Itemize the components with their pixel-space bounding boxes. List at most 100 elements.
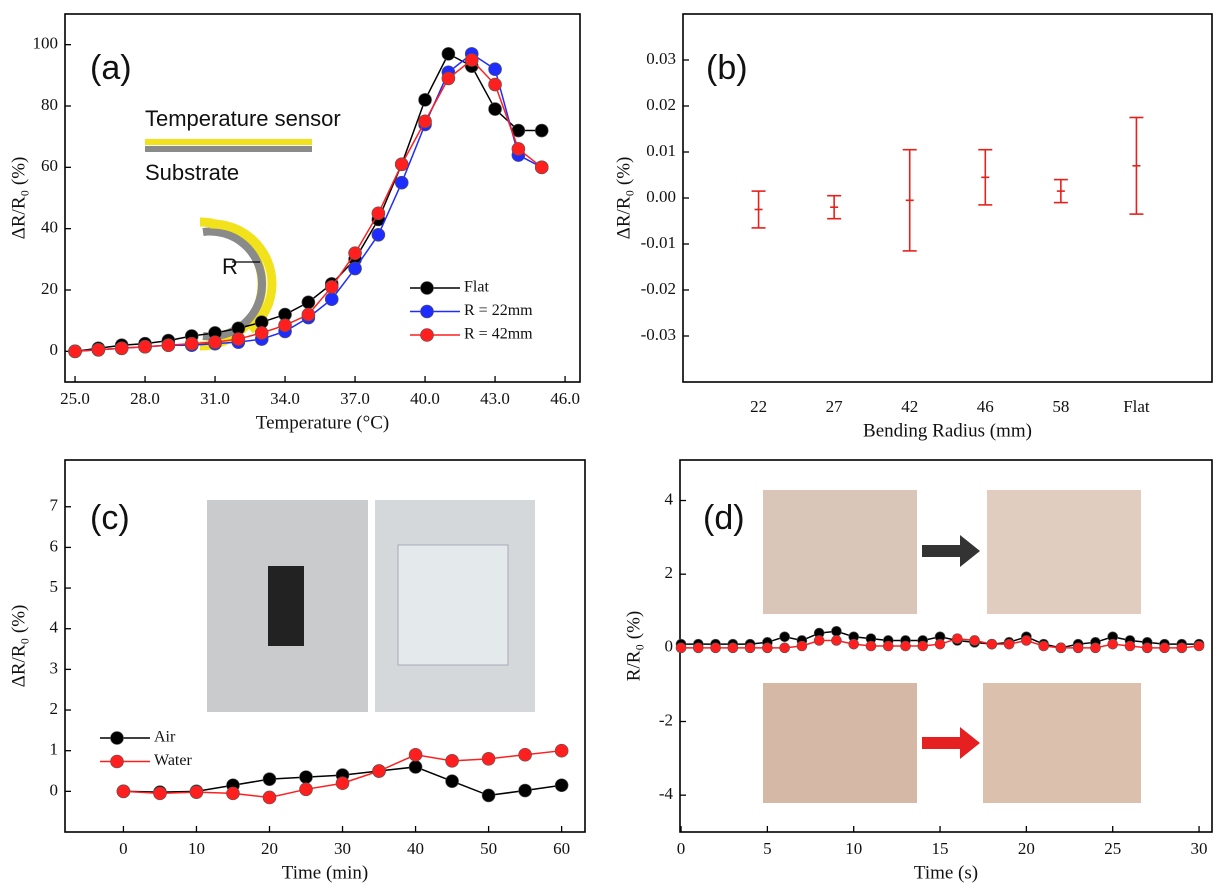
legend-marker: [421, 282, 434, 295]
marker: [117, 785, 130, 798]
marker: [1056, 643, 1066, 653]
marker: [190, 786, 203, 799]
marker: [535, 124, 548, 137]
y-tick-label: 0.03: [646, 49, 676, 68]
marker: [185, 337, 198, 350]
marker: [745, 643, 755, 653]
y-axis-title: ΔR/R₀ (%): [8, 157, 29, 240]
x-tick-label: 0: [119, 839, 128, 858]
legend-marker: [111, 755, 124, 768]
x-tick-label: 0: [677, 839, 686, 858]
y-tick-label: 0.00: [646, 187, 676, 206]
marker: [519, 748, 532, 761]
marker: [419, 115, 432, 128]
y-tick-label: -0.01: [641, 233, 676, 252]
marker: [676, 643, 686, 653]
marker: [302, 296, 315, 309]
x-axis-title: Time (s): [914, 862, 978, 883]
marker: [162, 339, 175, 352]
x-tick-label: 46.0: [550, 389, 580, 408]
y-tick-label: 4: [50, 618, 59, 637]
x-tick-label: 60: [553, 839, 570, 858]
marker: [831, 626, 841, 636]
marker: [446, 754, 459, 767]
marker: [255, 326, 268, 339]
y-tick-label: 80: [41, 95, 58, 114]
marker: [442, 47, 455, 60]
marker: [1039, 641, 1049, 651]
marker: [1021, 635, 1031, 645]
legend-label: Flat: [464, 279, 489, 296]
y-tick-label: 3: [50, 658, 59, 677]
legend-marker: [111, 732, 124, 745]
y-tick-label: 2: [50, 699, 59, 718]
marker: [918, 641, 928, 651]
annotation: R: [222, 254, 238, 279]
marker: [555, 744, 568, 757]
marker: [482, 789, 495, 802]
y-tick-label: -4: [659, 784, 674, 803]
y-tick-label: 0: [665, 637, 674, 656]
marker: [693, 643, 703, 653]
marker: [555, 779, 568, 792]
marker: [883, 641, 893, 651]
marker: [512, 142, 525, 155]
y-axis-title: ΔR/R₀ (%): [8, 605, 29, 688]
marker: [711, 643, 721, 653]
y-tick-label: 2: [665, 563, 674, 582]
y-axis-title: ΔR/R₀ (%): [613, 157, 634, 240]
marker: [349, 247, 362, 260]
marker: [325, 293, 338, 306]
plot-frame: [683, 14, 1212, 382]
marker: [372, 228, 385, 241]
x-tick-label: 31.0: [200, 389, 230, 408]
x-tick-label: 58: [1052, 397, 1069, 416]
marker: [409, 760, 422, 773]
y-tick-label: 1: [50, 740, 59, 759]
marker: [1177, 643, 1187, 653]
marker: [519, 784, 532, 797]
annotation: Substrate: [145, 160, 239, 185]
marker: [535, 161, 548, 174]
photo-beaker: [398, 545, 508, 665]
y-tick-label: 5: [50, 577, 59, 596]
marker: [482, 752, 495, 765]
marker: [1090, 643, 1100, 653]
photo: [983, 683, 1141, 803]
annotation: Temperature sensor: [145, 106, 341, 131]
marker: [92, 343, 105, 356]
y-tick-label: 60: [41, 156, 58, 175]
marker: [1125, 641, 1135, 651]
marker: [302, 308, 315, 321]
marker: [952, 634, 962, 644]
marker: [866, 641, 876, 651]
x-tick-label: Flat: [1123, 397, 1150, 416]
annotation: (d): [703, 499, 745, 537]
x-tick-label: 50: [480, 839, 497, 858]
x-tick-label: 42: [901, 397, 918, 416]
marker: [489, 103, 502, 116]
x-tick-label: 30: [334, 839, 351, 858]
marker: [1160, 643, 1170, 653]
page: {"chart_data":[ {"type":"line","x_label"…: [0, 0, 1225, 894]
marker: [901, 641, 911, 651]
sensor-layer: [145, 139, 312, 145]
marker: [372, 207, 385, 220]
marker: [465, 54, 478, 67]
y-tick-label: 20: [41, 279, 58, 298]
marker: [780, 643, 790, 653]
figure: 02040608010025.028.031.034.037.040.043.0…: [0, 0, 1225, 894]
marker: [300, 771, 313, 784]
marker: [1004, 639, 1014, 649]
marker: [263, 791, 276, 804]
x-tick-label: 22: [750, 397, 767, 416]
x-tick-label: 15: [932, 839, 949, 858]
x-tick-label: 10: [188, 839, 205, 858]
y-tick-label: 6: [50, 536, 59, 555]
marker: [780, 632, 790, 642]
marker: [831, 635, 841, 645]
y-tick-label: 4: [665, 489, 674, 508]
photo-sensor: [268, 566, 304, 646]
x-tick-label: 28.0: [130, 389, 160, 408]
x-tick-label: 10: [845, 839, 862, 858]
